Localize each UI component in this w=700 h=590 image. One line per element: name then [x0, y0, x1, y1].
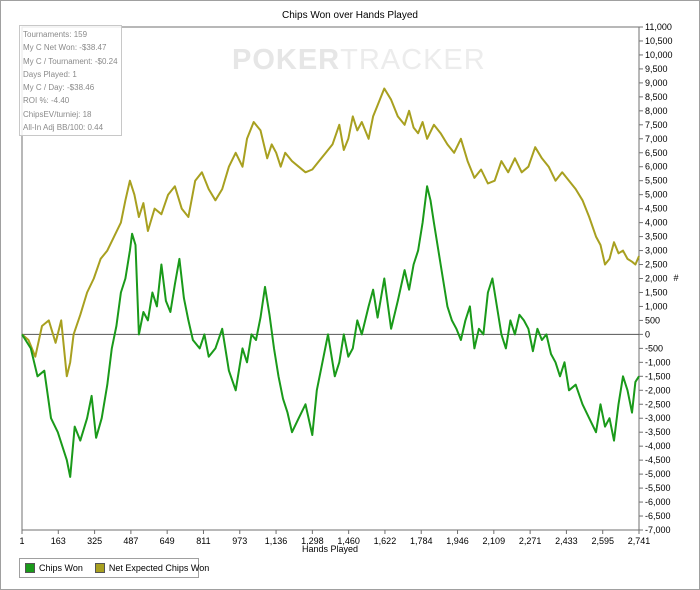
- stat-allin-adj: All-In Adj BB/100: 0.44: [23, 123, 104, 133]
- x-tick-label: 2,271: [519, 536, 542, 546]
- y-tick-label: -2,500: [645, 399, 671, 409]
- x-tick-label: 811: [196, 536, 210, 546]
- stat-net-won: My C Net Won: -$38.47: [23, 43, 107, 53]
- y-tick-label: 3,000: [645, 246, 668, 256]
- legend-item-net-expected[interactable]: Net Expected Chips Won: [94, 563, 210, 573]
- y-tick-label: -4,000: [645, 441, 671, 451]
- x-tick-label: 1,298: [301, 536, 324, 546]
- y-tick-label: 1,000: [645, 301, 668, 311]
- y-tick-label: -1,500: [645, 371, 671, 381]
- y-tick-label: 5,000: [645, 190, 668, 200]
- y-tick-label: 2,500: [645, 260, 668, 270]
- y-tick-label: 7,000: [645, 134, 668, 144]
- stat-days-played: Days Played: 1: [23, 69, 77, 79]
- stat-tournaments: Tournaments: 159: [23, 30, 88, 39]
- x-tick-label: 1,460: [337, 536, 360, 546]
- x-axis-label: Hands Played: [302, 544, 358, 554]
- y-tick-label: 4,000: [645, 218, 668, 228]
- x-tick-label: 2,109: [483, 536, 506, 546]
- y-tick-label: -3,000: [645, 413, 671, 423]
- x-tick-label: 973: [232, 536, 247, 546]
- y-tick-label: 8,000: [645, 106, 668, 116]
- stats-summary-box: Tournaments: 159 My C Net Won: -$38.47 M…: [19, 25, 122, 136]
- series-lines: [21, 87, 640, 478]
- chart-legend: Chips Won Net Expected Chips Won: [19, 558, 209, 578]
- y-tick-label: -2,000: [645, 385, 671, 395]
- y-tick-label: 10,500: [645, 36, 673, 46]
- y-tick-label: -5,500: [645, 483, 671, 493]
- y-tick-label: 10,000: [645, 50, 673, 60]
- y-tick-label: 6,000: [645, 162, 668, 172]
- stat-per-tournament: My C / Tournament: -$0.24: [23, 56, 118, 66]
- y-tick-label: 3,500: [645, 232, 668, 242]
- y-tick-label: 9,000: [645, 78, 668, 88]
- y-tick-label: -1,000: [645, 357, 671, 367]
- y-tick-label: -6,500: [645, 511, 671, 521]
- y-axis-ticks: 11,000 10,500 10,000 9,500 9,000 8,500 8,000 7,…: [639, 22, 673, 535]
- x-tick-label: 649: [160, 536, 175, 546]
- y-tick-label: -3,500: [645, 427, 671, 437]
- y-tick-label: -5,000: [645, 469, 671, 479]
- x-tick-label: 2,595: [591, 536, 614, 546]
- y-axis-label: #: [673, 273, 678, 283]
- y-tick-label: 7,500: [645, 120, 668, 130]
- series-line-chips-won: [21, 185, 640, 478]
- y-tick-label: 5,500: [645, 176, 668, 186]
- legend-item-chips-won[interactable]: Chips Won: [25, 563, 83, 573]
- stat-chips-ev: ChipsEV/turniej: 18: [23, 109, 92, 119]
- legend-swatch-net-expected: [94, 563, 105, 573]
- x-tick-label: 1,946: [446, 536, 469, 546]
- chart-title: Chips Won over Hands Played: [282, 10, 418, 21]
- x-tick-label: 1,784: [410, 536, 433, 546]
- legend-label-chips-won: Chips Won: [39, 563, 83, 573]
- x-tick-label: 325: [87, 536, 102, 546]
- series-line-net-expected: [21, 87, 640, 378]
- y-tick-label: 11,000: [645, 22, 672, 32]
- stat-per-day: My C / Day: -$38.46: [23, 83, 95, 93]
- x-tick-label: 2,741: [628, 536, 651, 546]
- stat-roi: ROI %: -4.40: [23, 96, 70, 106]
- y-tick-label: 1,500: [645, 287, 668, 297]
- x-tick-label: 1: [19, 536, 24, 546]
- y-tick-label: 500: [645, 315, 660, 325]
- y-tick-label: -500: [645, 343, 663, 353]
- y-tick-label: 6,500: [645, 148, 668, 158]
- y-tick-label: 9,500: [645, 64, 668, 74]
- x-tick-label: 1,136: [265, 536, 288, 546]
- x-axis-ticks: 1 163 325 487 649 811 973 1,136 1,298 1,460 1,622 1…: [19, 530, 650, 546]
- y-tick-label: 0: [645, 329, 650, 339]
- legend-label-net-expected: Net Expected Chips Won: [108, 563, 210, 573]
- x-tick-label: 487: [123, 536, 138, 546]
- y-tick-label: -4,500: [645, 455, 671, 465]
- legend-swatch-chips-won: [25, 563, 35, 573]
- pokertracker-watermark: POKERTRACKER: [232, 44, 486, 76]
- y-tick-label: 2,000: [645, 274, 668, 284]
- y-tick-label: 8,500: [645, 92, 668, 102]
- y-tick-label: -7,000: [645, 525, 671, 535]
- x-tick-label: 1,622: [374, 536, 397, 546]
- y-tick-label: 4,500: [645, 204, 668, 214]
- y-tick-label: -6,000: [645, 497, 671, 507]
- x-tick-label: 2,433: [555, 536, 578, 546]
- x-tick-label: 163: [51, 536, 66, 546]
